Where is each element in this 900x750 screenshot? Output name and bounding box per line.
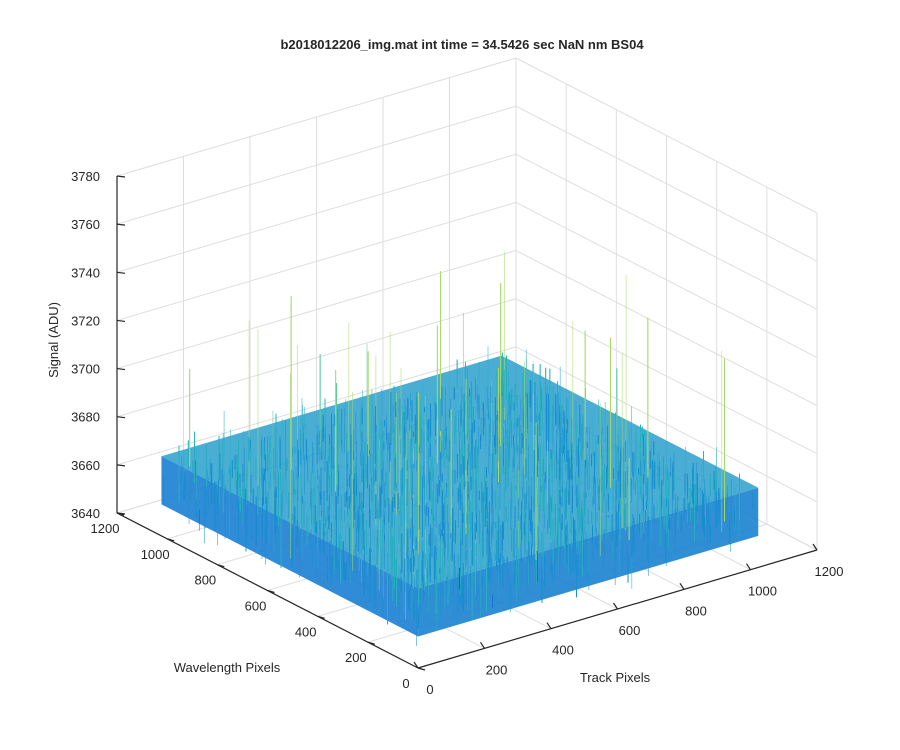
back-wall-grid-line	[116, 346, 517, 466]
side-wall-grid-line	[515, 346, 818, 503]
back-wall-grid-line	[116, 201, 517, 321]
back-wall-grid-line	[116, 298, 517, 418]
back-wall-grid-line	[116, 57, 517, 177]
chart-title: b2018012206_img.mat int time = 34.5426 s…	[280, 37, 644, 52]
side-wall-grid-line	[515, 57, 818, 214]
surface-front-left	[161, 456, 419, 637]
side-wall-grid-line	[515, 298, 818, 455]
back-wall-grid-line	[116, 153, 517, 273]
back-wall-grid-line	[116, 250, 517, 370]
side-wall-grid-line	[515, 201, 818, 358]
back-wall-grid-line	[116, 105, 517, 225]
side-wall-grid-line	[515, 153, 818, 310]
side-wall-grid-line	[515, 250, 818, 407]
surface-front-right	[418, 487, 759, 637]
surface	[161, 251, 759, 646]
side-wall-grid-line	[515, 105, 818, 262]
